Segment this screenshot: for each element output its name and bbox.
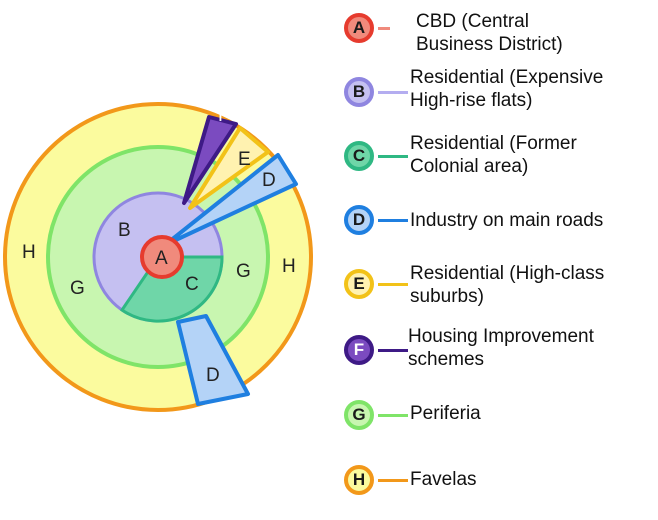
label-h-right: H <box>282 256 296 277</box>
zone-e-wedge <box>188 126 270 210</box>
label-e: E <box>238 149 251 170</box>
label-g-right: G <box>236 261 251 282</box>
zone-c-sector <box>119 255 224 323</box>
label-h-left: H <box>22 242 36 263</box>
label-b: B <box>118 220 131 241</box>
zone-d-wedge-upper <box>163 153 298 247</box>
label-a: A <box>155 248 168 269</box>
label-f: F <box>218 105 230 126</box>
zone-f-wedge <box>182 115 238 205</box>
label-c: C <box>185 274 199 295</box>
label-d-upper: D <box>262 170 276 191</box>
label-d-lower: D <box>206 365 220 386</box>
zone-d-wedge-lower <box>176 314 250 406</box>
label-g-left: G <box>70 278 85 299</box>
zone-a-cbd <box>140 235 184 279</box>
